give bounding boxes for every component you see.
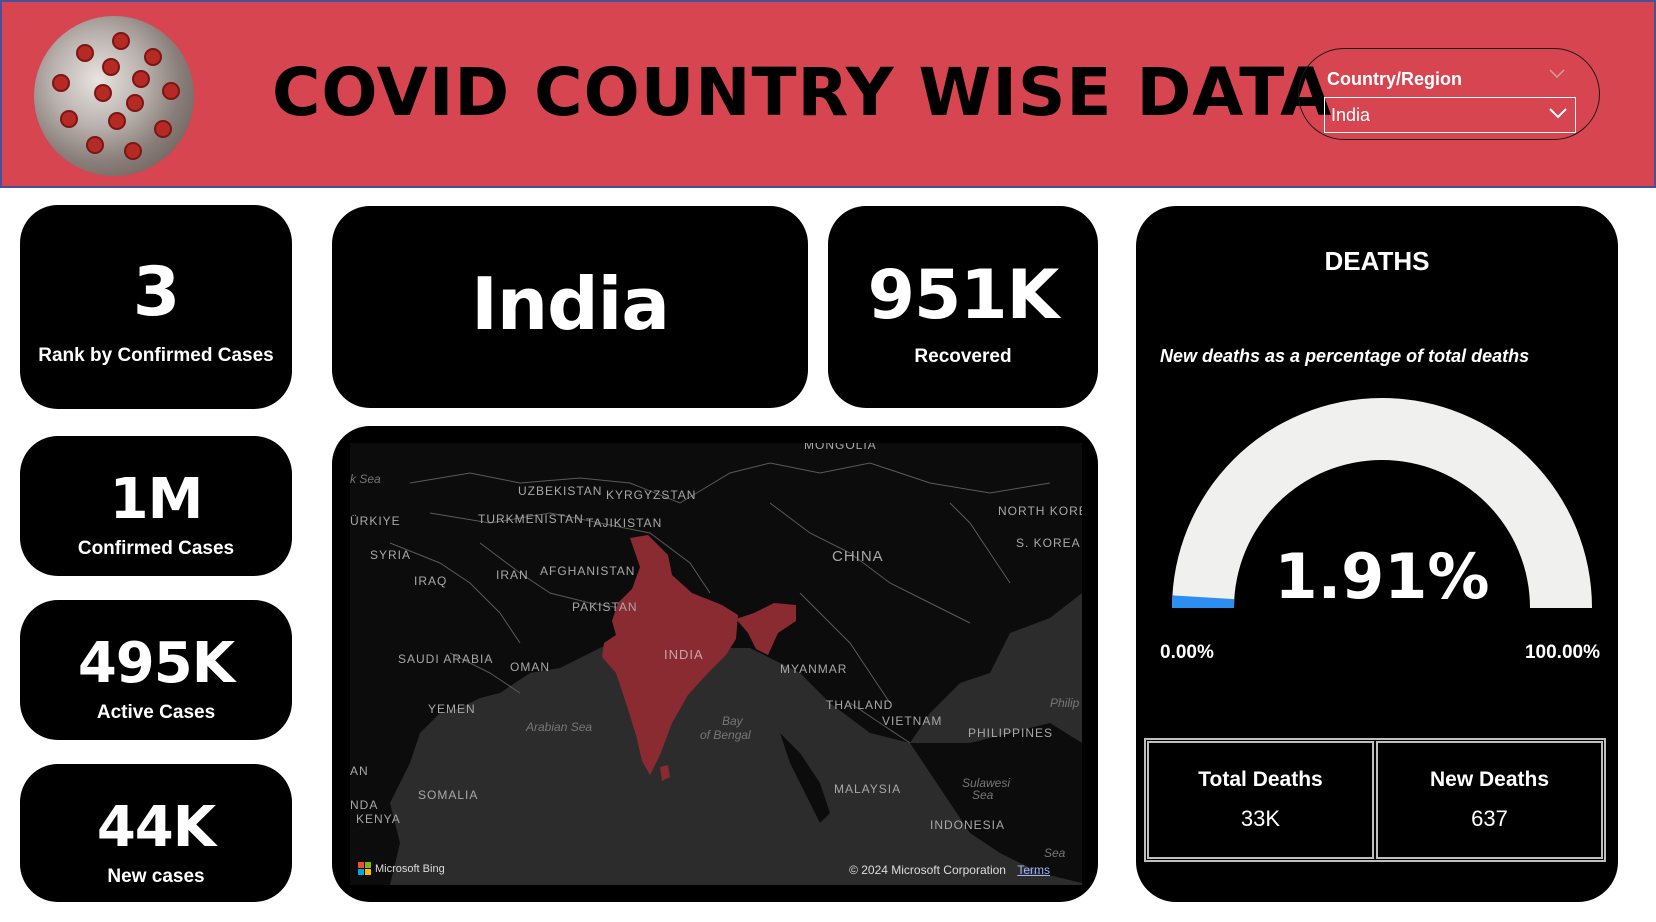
bing-attribution: Microsoft Bing <box>358 862 445 875</box>
map-label: CHINA <box>832 548 884 565</box>
terms-link[interactable]: Terms <box>1017 863 1050 877</box>
rank-card: 3 Rank by Confirmed Cases <box>20 205 292 409</box>
map-svg: MONGOLIA UZBEKISTAN KYRGYZSTAN ÜRKIYE TU… <box>350 443 1082 885</box>
map-label: Sulawesi <box>962 776 1010 790</box>
active-label: Active Cases <box>96 702 216 723</box>
active-value: 495K <box>77 631 235 696</box>
map-label: VIETNAM <box>882 714 942 728</box>
new-cases-card: 44K New cases <box>20 764 292 902</box>
map-canvas[interactable]: MONGOLIA UZBEKISTAN KYRGYZSTAN ÜRKIYE TU… <box>350 443 1082 885</box>
active-card: 495K Active Cases <box>20 600 292 740</box>
coronavirus-icon <box>34 16 194 176</box>
total-deaths-value: 33K <box>1240 806 1281 831</box>
deaths-title: DEATHS <box>1324 246 1430 276</box>
page-title: COVID COUNTRY WISE DATA <box>272 54 1333 131</box>
rank-value: 3 <box>132 253 180 332</box>
recovered-value: 951K <box>867 256 1060 335</box>
map-label: PHILIPPINES <box>968 726 1053 740</box>
microsoft-logo-icon <box>358 862 371 875</box>
map-label: TURKMENISTAN <box>478 512 584 526</box>
gauge-value: 1.91% <box>1274 540 1489 613</box>
map-label: PAKISTAN <box>572 600 638 614</box>
rank-label: Rank by Confirmed Cases <box>38 345 274 366</box>
map-label: SOMALIA <box>418 788 478 802</box>
map-visual[interactable]: MONGOLIA UZBEKISTAN KYRGYZSTAN ÜRKIYE TU… <box>332 426 1098 902</box>
map-label: NORTH KORE <box>998 504 1082 518</box>
copyright-text: © 2024 Microsoft Corporation <box>849 863 1006 877</box>
map-label: MALAYSIA <box>834 782 901 796</box>
country-region-slicer[interactable]: Country/Region India <box>1298 48 1600 140</box>
map-label: MYANMAR <box>780 662 847 676</box>
total-deaths-cell: Total Deaths 33K <box>1147 741 1374 859</box>
map-label: Bay <box>722 714 744 728</box>
header-banner: COVID COUNTRY WISE DATA Country/Region I… <box>0 0 1656 188</box>
country-card: India <box>332 206 808 408</box>
india-region[interactable] <box>602 535 738 775</box>
map-label: SAUDI ARABIA <box>398 652 493 666</box>
map-label: ÜRKIYE <box>350 514 401 528</box>
map-label: k Sea <box>350 472 381 486</box>
chevron-down-icon[interactable] <box>1547 102 1569 124</box>
confirmed-label: Confirmed Cases <box>77 538 235 559</box>
new-deaths-header: New Deaths <box>1429 768 1550 791</box>
map-label: SYRIA <box>370 548 411 562</box>
map-label: INDONESIA <box>930 818 1005 832</box>
country-value: India <box>471 262 670 346</box>
map-label: THAILAND <box>826 698 893 712</box>
map-label: OMAN <box>510 660 550 674</box>
bing-text: Microsoft Bing <box>375 862 445 875</box>
map-label: NDA <box>350 798 378 812</box>
map-label: Sea <box>1044 846 1066 860</box>
total-deaths-header: Total Deaths <box>1198 768 1323 791</box>
map-copyright: © 2024 Microsoft Corporation Terms <box>849 863 1050 877</box>
deaths-gauge[interactable]: 1.91% 0.00% 100.00% <box>1136 396 1618 676</box>
gauge-track <box>1172 398 1592 608</box>
map-label: UZBEKISTAN <box>518 484 602 498</box>
map-label: AFGHANISTAN <box>540 564 635 578</box>
map-label: IRAN <box>496 568 529 582</box>
gauge-subtitle: New deaths as a percentage of total deat… <box>1160 346 1530 366</box>
map-label: AN <box>350 764 369 778</box>
map-label: IRAQ <box>414 574 447 588</box>
deaths-panel: DEATHS New deaths as a percentage of tot… <box>1136 206 1618 902</box>
map-label: Philip <box>1050 696 1080 710</box>
map-label: TAJIKISTAN <box>586 516 662 530</box>
slicer-label: Country/Region <box>1327 69 1462 89</box>
recovered-label: Recovered <box>914 346 1012 367</box>
map-label: KENYA <box>356 812 401 826</box>
slicer-collapse-icon[interactable] <box>1549 67 1565 83</box>
new-deaths-value: 637 <box>1471 806 1508 831</box>
map-label: MONGOLIA <box>804 443 877 452</box>
new-deaths-cell: New Deaths 637 <box>1376 741 1603 859</box>
new-cases-value: 44K <box>96 795 216 860</box>
gauge-min: 0.00% <box>1160 642 1214 663</box>
map-label: KYRGYZSTAN <box>606 488 696 502</box>
gauge-max: 100.00% <box>1525 642 1600 663</box>
confirmed-value: 1M <box>109 467 204 532</box>
map-label: of Bengal <box>700 728 751 742</box>
country-region-dropdown[interactable]: India <box>1324 97 1576 133</box>
map-label: YEMEN <box>428 702 476 716</box>
deaths-table: Total Deaths 33K New Deaths 637 <box>1144 738 1606 862</box>
map-label: INDIA <box>664 647 704 662</box>
map-label: Arabian Sea <box>525 720 592 734</box>
new-cases-label: New cases <box>107 866 205 887</box>
dropdown-selected-value: India <box>1331 105 1371 125</box>
gauge-fill <box>1172 595 1235 608</box>
map-label: S. KOREA <box>1016 536 1081 550</box>
map-label: Sea <box>972 788 994 802</box>
recovered-card: 951K Recovered <box>828 206 1098 408</box>
confirmed-card: 1M Confirmed Cases <box>20 436 292 576</box>
